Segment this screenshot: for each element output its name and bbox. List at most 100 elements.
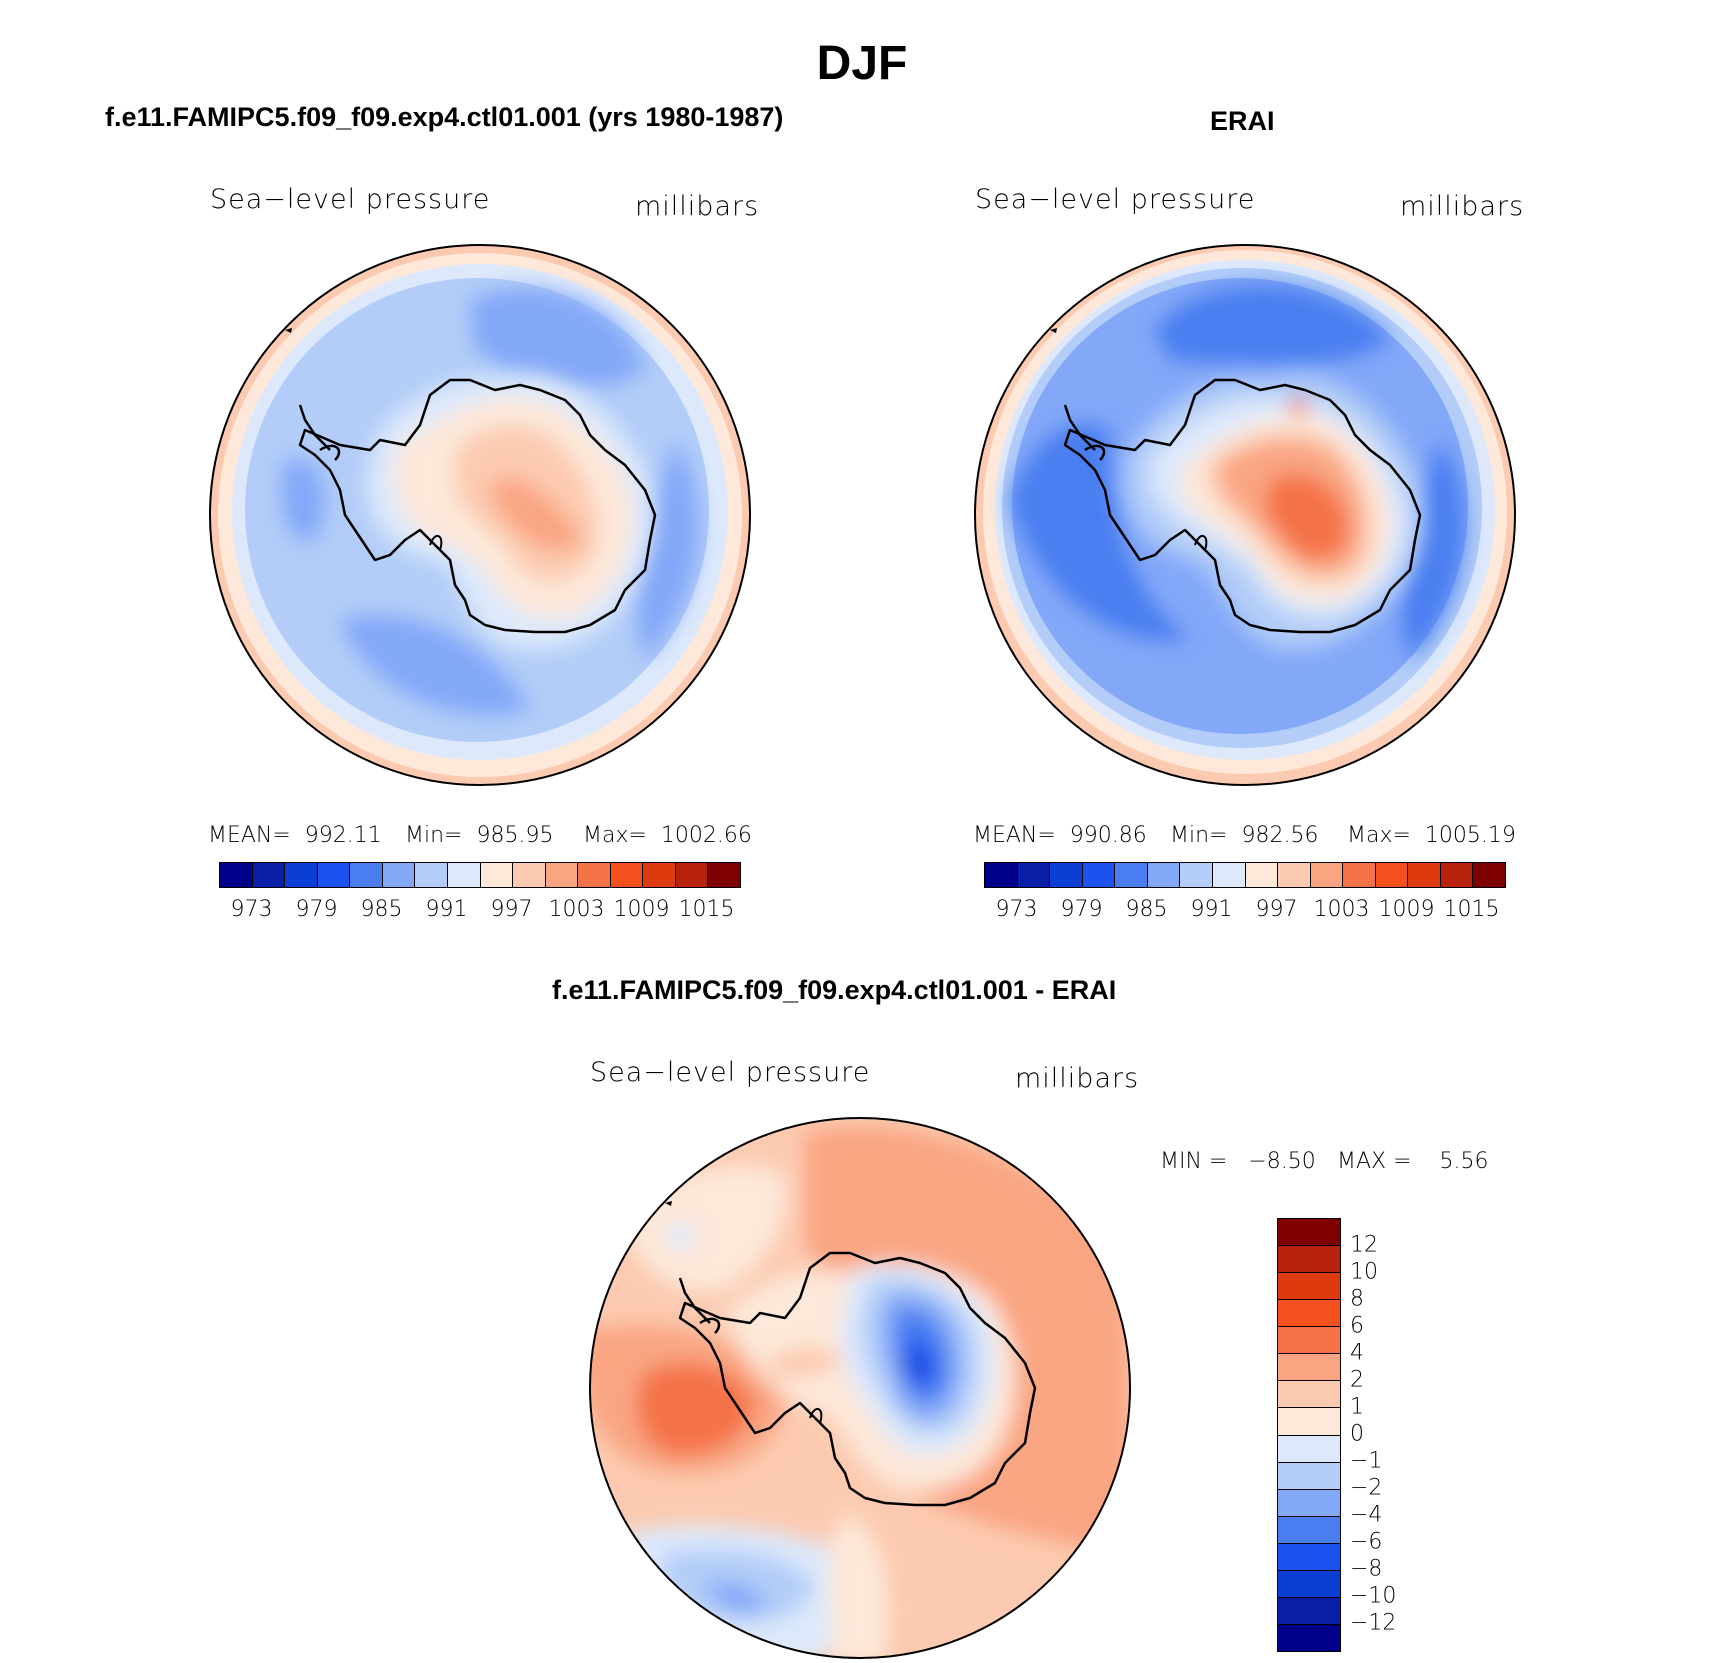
diff-colorbar-swatch [1278,1273,1340,1301]
obs-field-label: Sea−level pressure [975,184,1256,215]
model-colorbar-ticks: 973 979 985 991 997 1003 1009 1015 [219,897,739,923]
diff-colorbar-swatch [1278,1381,1340,1409]
model-colorbar-swatch [220,863,253,887]
model-min: Min= 985.95 [405,823,554,848]
obs-colorbar-tick-label: 985 [1125,897,1168,922]
diff-colorbar-ticks: 12 10 8 6 4 2 1 0 −1 −2 −4 −6 −8 −10 −12 [1350,1218,1430,1650]
diff-colorbar-swatch [1278,1516,1340,1544]
diff-colorbar-swatch [1278,1597,1340,1625]
obs-colorbar-tick-label: 1009 [1378,897,1435,922]
obs-colorbar-swatch [1017,863,1051,887]
model-colorbar-swatch [447,863,481,887]
model-field-label: Sea−level pressure [210,184,491,215]
diff-colorbar-tick-label: 2 [1350,1367,1364,1393]
diff-colorbar-swatch [1278,1300,1340,1328]
diff-colorbar-swatch [1278,1462,1340,1490]
obs-colorbar-swatch [1278,863,1311,887]
obs-colorbar-swatch [1310,863,1344,887]
model-polar-map [209,244,751,786]
model-colorbar-swatch [675,863,709,887]
model-colorbar-tick-label: 973 [230,897,273,922]
diff-colorbar-swatch [1278,1219,1340,1247]
diff-colorbar-tick-label: −6 [1350,1529,1383,1555]
model-colorbar-tick-label: 1015 [678,897,735,922]
obs-colorbar-swatch [1212,863,1246,887]
obs-colorbar-swatch [1180,863,1213,887]
model-colorbar-tick-label: 1003 [548,897,605,922]
diff-colorbar-tick-label: −10 [1350,1583,1397,1609]
diff-colorbar-tick-label: 1 [1350,1394,1364,1420]
obs-colorbar-tick-label: 979 [1060,897,1103,922]
obs-max: Max= 1005.19 [1347,823,1516,848]
model-colorbar-swatch [415,863,448,887]
obs-colorbar-tick-label: 997 [1255,897,1298,922]
obs-colorbar-swatch [1473,863,1505,887]
obs-colorbar-swatch [985,863,1018,887]
diff-colorbar-swatch [1278,1543,1340,1571]
obs-colorbar-tick-label: 991 [1190,897,1233,922]
figure-title: DJF [816,37,908,90]
diff-colorbar-tick-label: −4 [1350,1502,1383,1528]
obs-colorbar-swatch [1050,863,1083,887]
model-colorbar-tick-label: 997 [490,897,533,922]
diff-colorbar-swatch [1278,1435,1340,1463]
model-colorbar-swatch [578,863,611,887]
obs-colorbar-ticks: 973 979 985 991 997 1003 1009 1015 [984,897,1504,923]
obs-colorbar-swatch [1082,863,1116,887]
model-panel-title: f.e11.FAMIPC5.f09_f09.exp4.ctl01.001 (yr… [105,102,784,132]
model-mean: MEAN= 992.11 [208,823,382,848]
diff-colorbar-tick-label: 0 [1350,1421,1364,1447]
model-colorbar-swatch [513,863,546,887]
diff-colorbar-swatch [1278,1489,1340,1517]
diff-colorbar-swatch [1278,1408,1340,1436]
obs-units-label: millibars [1400,191,1525,222]
model-colorbar-swatch [285,863,318,887]
obs-colorbar-swatch [1343,863,1376,887]
diff-colorbar-swatch [1278,1354,1340,1382]
diff-colorbar-tick-label: 8 [1350,1286,1364,1312]
model-colorbar-swatch [610,863,644,887]
diff-colorbar-swatch [1278,1570,1340,1598]
diff-field-label: Sea−level pressure [590,1057,871,1088]
model-units-label: millibars [635,191,760,222]
diff-colorbar-tick-label: 6 [1350,1313,1364,1339]
diff-colorbar-tick-label: 4 [1350,1340,1364,1366]
diff-colorbar-tick-label: −8 [1350,1556,1383,1582]
model-colorbar-swatch [480,863,514,887]
diff-colorbar-tick-label: −1 [1350,1448,1383,1474]
obs-colorbar-tick-label: 973 [995,897,1038,922]
obs-colorbar-swatch [1375,863,1409,887]
obs-colorbar [984,862,1506,888]
model-colorbar [219,862,741,888]
obs-colorbar-tick-label: 1003 [1313,897,1370,922]
obs-mean: MEAN= 990.86 [973,823,1147,848]
diff-colorbar-swatch [1278,1624,1340,1651]
diff-colorbar-tick-label: −2 [1350,1475,1383,1501]
obs-colorbar-swatch [1440,863,1474,887]
obs-colorbar-swatch [1245,863,1279,887]
obs-panel-title: ERAI [1210,106,1275,136]
model-colorbar-tick-label: 1009 [613,897,670,922]
model-colorbar-tick-label: 991 [425,897,468,922]
model-colorbar-swatch [317,863,351,887]
obs-colorbar-tick-label: 1015 [1443,897,1500,922]
obs-min: Min= 982.56 [1170,823,1319,848]
model-colorbar-swatch [382,863,416,887]
model-colorbar-swatch [252,863,286,887]
diff-polar-map [589,1117,1131,1659]
diff-panel-title: f.e11.FAMIPC5.f09_f09.exp4.ctl01.001 - E… [552,975,1117,1005]
diff-max: MAX = 5.56 [1337,1149,1489,1174]
obs-colorbar-swatch [1147,863,1181,887]
diff-colorbar-tick-label: 10 [1350,1259,1378,1285]
obs-colorbar-swatch [1408,863,1441,887]
diff-colorbar-tick-label: −12 [1350,1610,1397,1636]
model-colorbar-swatch [545,863,579,887]
obs-polar-map [974,244,1516,786]
diff-colorbar-swatch [1278,1246,1340,1274]
model-colorbar-swatch [350,863,383,887]
diff-min: MIN = −8.50 [1160,1149,1316,1174]
obs-colorbar-swatch [1115,863,1148,887]
model-max: Max= 1002.66 [583,823,752,848]
model-colorbar-tick-label: 985 [360,897,403,922]
model-colorbar-tick-label: 979 [295,897,338,922]
